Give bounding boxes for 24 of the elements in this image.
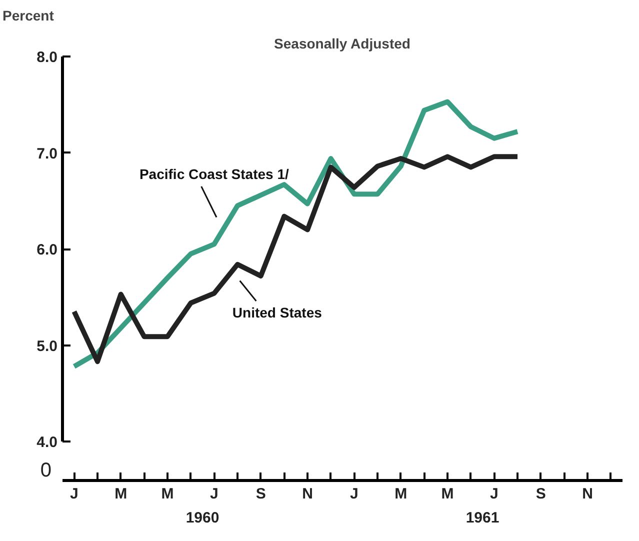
x-tick-label: J bbox=[210, 486, 218, 502]
x-tick-label: N bbox=[302, 486, 313, 502]
series-label: United States bbox=[232, 304, 322, 321]
y-tick-label: 6.0 bbox=[36, 242, 58, 258]
x-tick-label: J bbox=[350, 486, 358, 502]
text: 1960 bbox=[186, 510, 220, 526]
x-tick-label: M bbox=[161, 486, 174, 502]
x-tick-label: J bbox=[70, 486, 78, 502]
text: 1961 bbox=[466, 510, 500, 526]
x-tick-label: S bbox=[256, 486, 266, 502]
text: 0 bbox=[40, 460, 52, 482]
x-tick-label: S bbox=[536, 486, 546, 502]
y-axis-title: Percent bbox=[2, 8, 54, 24]
y-tick-label: 7.0 bbox=[36, 145, 58, 162]
y-tick-label: 5.0 bbox=[36, 338, 58, 355]
chart-subtitle: Seasonally Adjusted bbox=[274, 36, 410, 52]
y-tick-label: 8.0 bbox=[36, 49, 58, 66]
x-tick-label: J bbox=[490, 486, 498, 502]
y-tick-label: 4.0 bbox=[36, 434, 58, 451]
x-tick-label: M bbox=[394, 486, 408, 502]
x-tick-label: N bbox=[582, 486, 593, 502]
x-tick-label: M bbox=[441, 486, 454, 502]
x-tick-label: M bbox=[114, 486, 128, 502]
series-label: Pacific Coast States 1/ bbox=[139, 166, 289, 182]
